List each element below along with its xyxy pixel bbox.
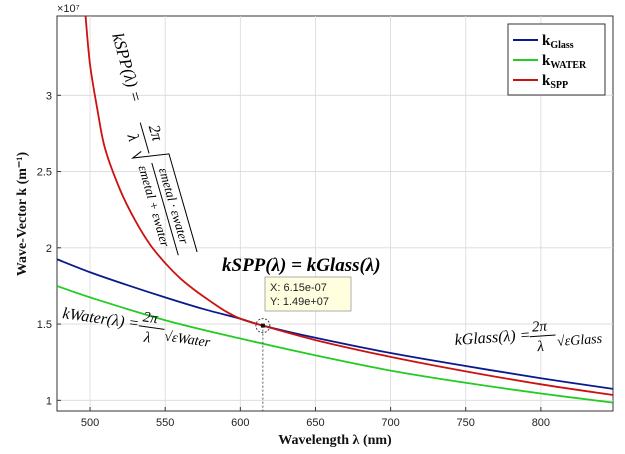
y-axis-label: Wave-Vector k (m⁻¹): [15, 151, 30, 276]
glass-formula-num: 2π: [531, 319, 548, 336]
water-formula-den: λ: [142, 330, 152, 347]
glass-formula: kGlass(λ) = 2π λ √εGlass: [454, 319, 604, 356]
glass-formula-lhs: kGlass(λ) =: [454, 327, 531, 349]
x-tick-label: 700: [381, 417, 399, 429]
datatip-background: [264, 276, 352, 312]
series-group: [57, 16, 613, 404]
y-tick-label: 2: [46, 243, 52, 255]
datatip-y: Y: 1.49e+07: [270, 296, 329, 308]
y-tick-label: 1: [46, 395, 52, 407]
x-tick-label: 650: [306, 417, 324, 429]
water-fraction-bar: [138, 325, 165, 330]
x-ticks: 500 550 600 650 700 750 800: [81, 407, 550, 429]
x-tick-label: 500: [81, 417, 99, 429]
x-tick-label: 600: [231, 417, 249, 429]
water-formula-num: 2π: [142, 309, 160, 327]
y-exponent: ×10⁷: [57, 3, 80, 15]
glass-formula-den: λ: [536, 339, 545, 356]
datatip-marker[interactable]: [260, 323, 265, 328]
y-tick-label: 3: [46, 90, 52, 102]
glass-formula-root: √εGlass: [557, 332, 604, 350]
datatip-x: X: 6.15e-07: [270, 282, 327, 294]
series-line-water: [57, 285, 613, 404]
series-line-spp: [84, 16, 613, 396]
x-tick-label: 750: [457, 417, 475, 429]
datatip-box[interactable]: X: 6.15e-07 Y: 1.49e+07: [264, 276, 352, 312]
y-ticks: 1 1.5 2 2.5 3: [37, 90, 61, 407]
glass-fraction-bar: [529, 334, 556, 338]
y-tick-label: 2.5: [37, 167, 52, 179]
x-tick-label: 550: [156, 417, 174, 429]
x-axis-label: Wavelength λ (nm): [278, 433, 392, 448]
intersection-label: kSPP(λ) = kGlass(λ): [222, 255, 381, 276]
kspp-formula-num: 2π: [145, 123, 166, 144]
datatip-marker-circle[interactable]: [255, 318, 271, 334]
grid: [57, 16, 613, 411]
kspp-root-sign: [131, 151, 198, 253]
kspp-inner-bar: [151, 162, 179, 256]
water-formula-root: √εWater: [163, 330, 211, 351]
x-tick-label: 800: [532, 417, 550, 429]
y-tick-label: 1.5: [37, 319, 52, 331]
kspp-fraction-bar: [139, 122, 150, 154]
